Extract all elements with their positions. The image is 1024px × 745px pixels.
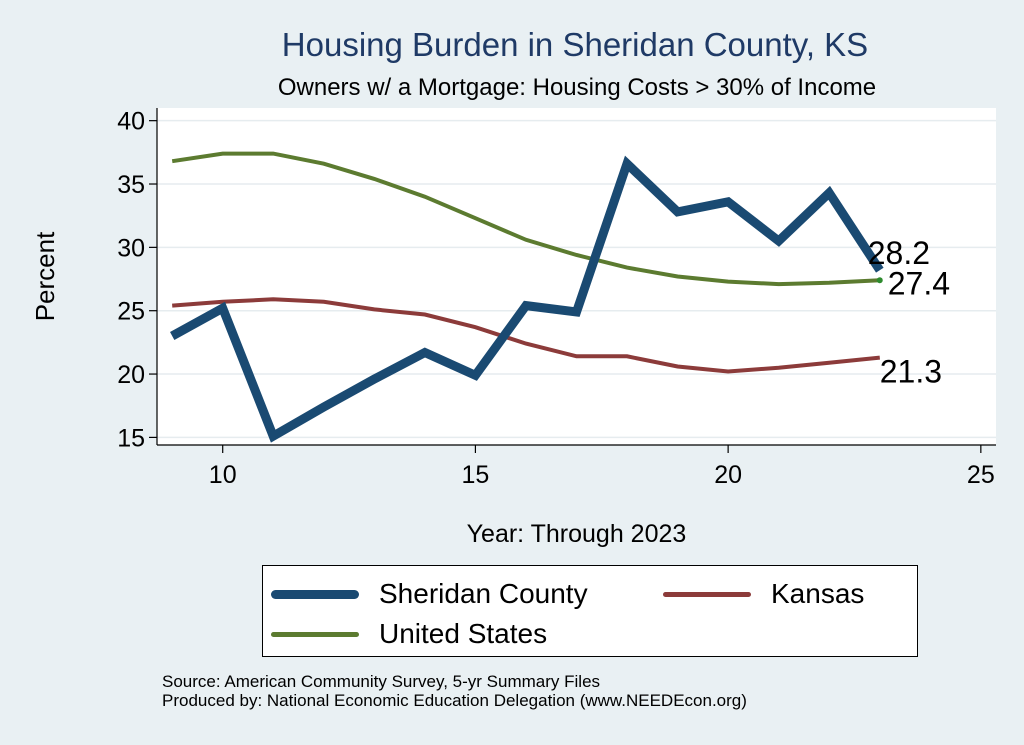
x-tick-label: 10 [209, 461, 237, 489]
x-tick-label: 15 [462, 461, 490, 489]
y-tick-label: 40 [117, 108, 145, 136]
x-tick-label: 20 [714, 461, 742, 489]
end-marker-united-states [876, 277, 883, 284]
legend: Sheridan County Kansas United States [262, 565, 918, 657]
x-axis-title: Year: Through 2023 [467, 520, 687, 548]
legend-label-united-states: United States [379, 618, 548, 649]
end-label-united-states: 27.4 [888, 265, 950, 301]
end-label-kansas: 21.3 [880, 354, 942, 390]
legend-swatch-sheridan-county [271, 589, 359, 599]
legend-item-kansas: Kansas [663, 578, 864, 610]
y-tick-label: 35 [117, 171, 145, 199]
legend-item-united-states: United States [271, 618, 547, 650]
chart-title: Housing Burden in Sheridan County, KS [281, 26, 869, 63]
y-tick-label: 15 [117, 424, 145, 452]
end-label-sheridan-county: 28.2 [868, 235, 930, 271]
y-tick-label: 20 [117, 361, 145, 389]
x-tick-label: 25 [967, 461, 995, 489]
legend-swatch-united-states [271, 631, 359, 637]
legend-label-sheridan-county: Sheridan County [379, 578, 588, 609]
footer-note: Source: American Community Survey, 5-yr … [162, 672, 747, 710]
chart-subtitle: Owners w/ a Mortgage: Housing Costs > 30… [277, 74, 877, 101]
legend-swatch-kansas [663, 591, 751, 597]
source-note: Source: American Community Survey, 5-yr … [162, 672, 601, 691]
y-axis-title: Percent [30, 231, 60, 321]
legend-item-sheridan-county: Sheridan County [271, 578, 588, 610]
y-tick-label: 30 [117, 234, 145, 262]
plot-area [157, 108, 996, 445]
produced-by-note: Produced by: National Economic Education… [162, 691, 747, 710]
y-tick-label: 25 [117, 298, 145, 326]
legend-label-kansas: Kansas [771, 578, 865, 609]
